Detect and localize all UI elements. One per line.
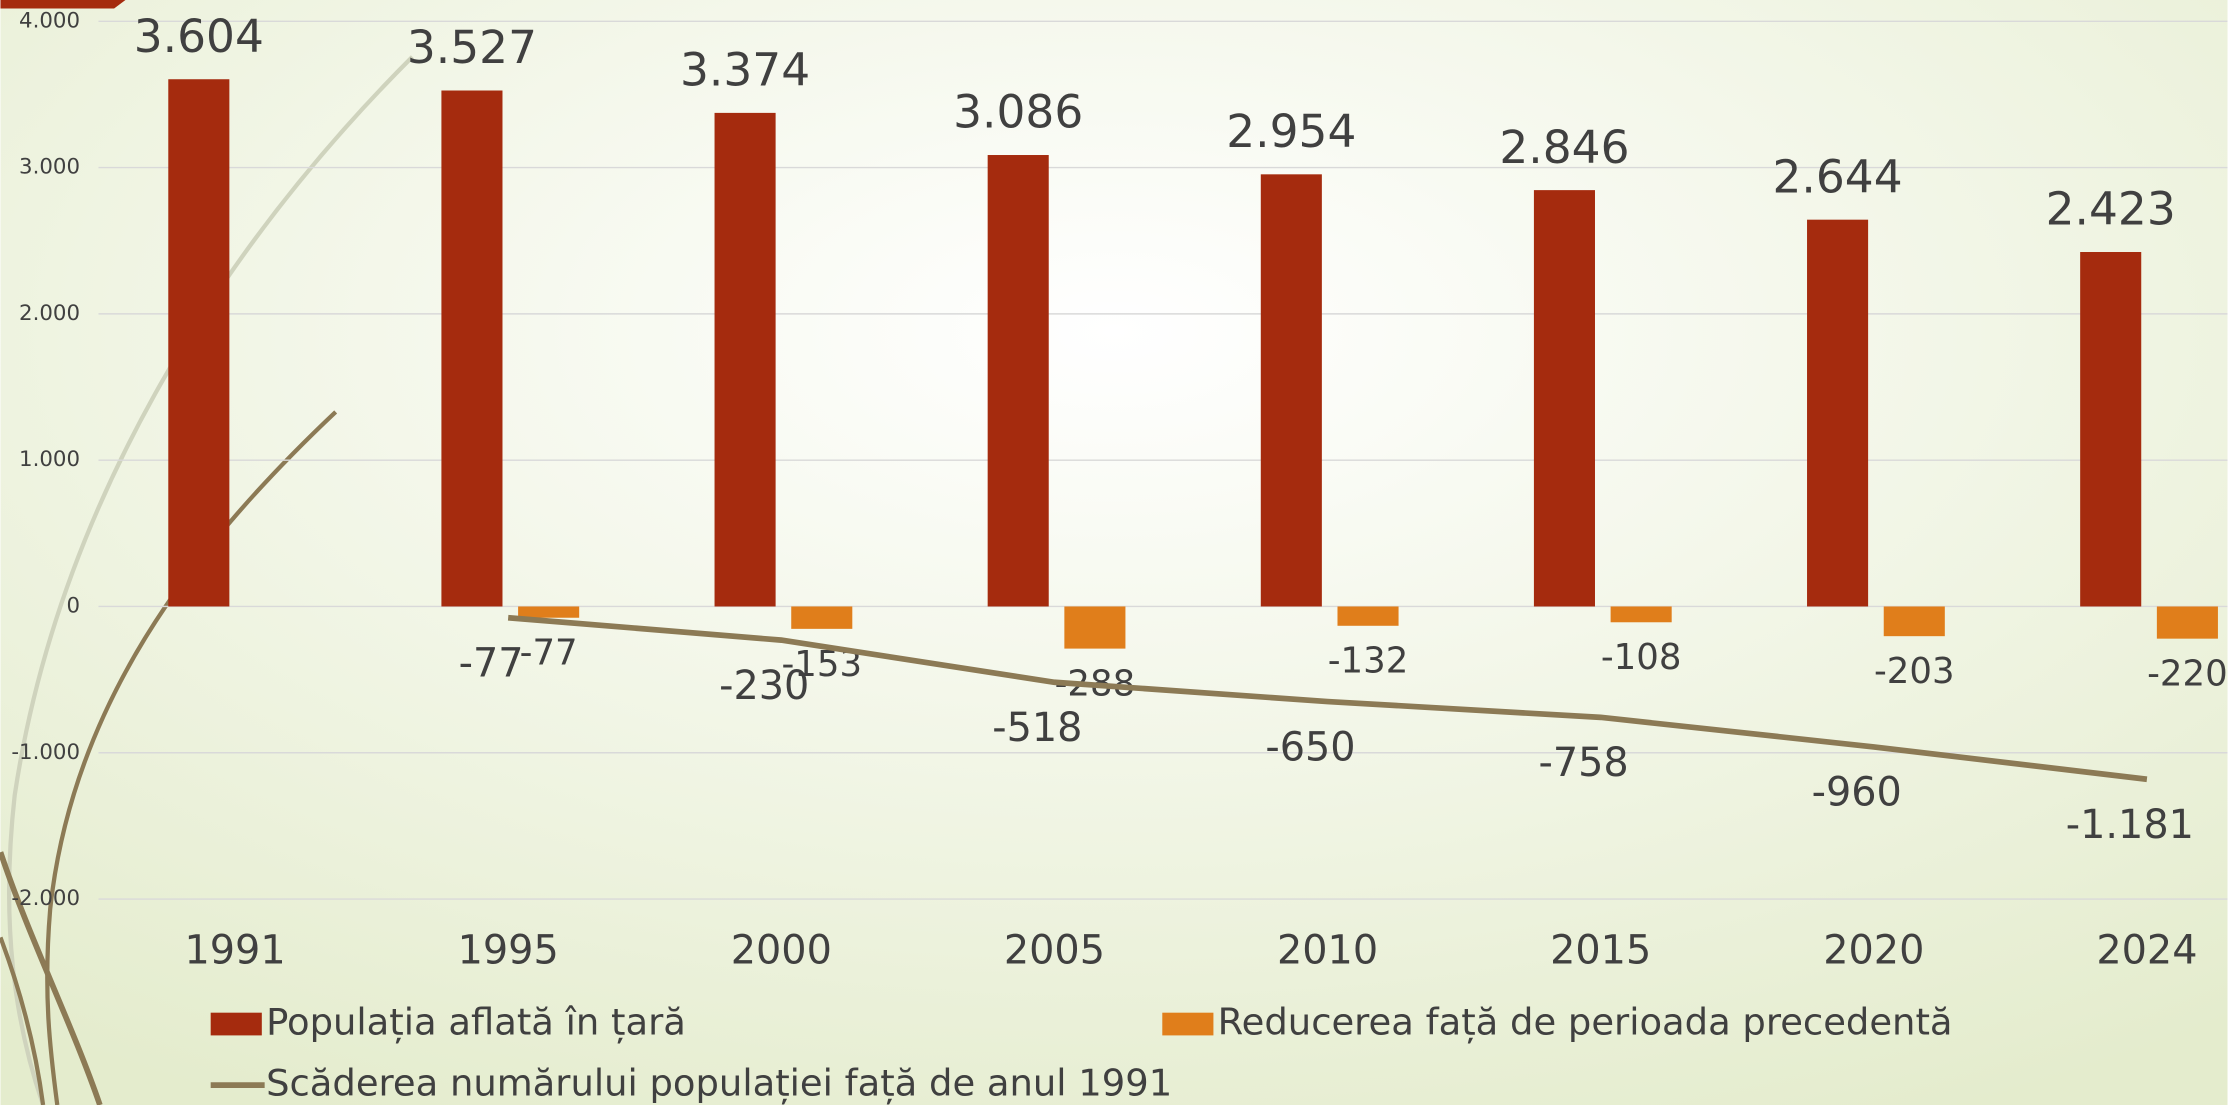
legend-label: Reducerea față de perioada precedentă [1218,1001,1953,1044]
x-tick-label: 2000 [731,928,832,974]
data-label: -220 [2147,654,2228,695]
x-tick-label: 1995 [458,928,559,974]
bar [714,112,776,607]
legend-swatch [210,1012,262,1036]
bar [1883,606,1945,637]
legend-label: Populația aflată în țară [266,1001,686,1044]
y-tick-label: 0 [66,593,80,618]
legend-swatch [1162,1012,1214,1036]
data-label: 2.423 [2046,183,2176,236]
data-label: 3.604 [134,10,264,63]
legend-label: Scăderea numărului populației față de an… [266,1062,1172,1105]
x-tick-label: 2020 [1823,928,1924,974]
data-label: -132 [1328,641,1409,682]
line [507,614,2148,783]
x-tick-label: 2024 [2096,928,2197,974]
data-label: -230 [719,663,809,709]
y-tick-label: 4.000 [19,8,80,33]
data-label: -77 [520,633,578,674]
bar [1064,606,1126,649]
data-label: 3.527 [407,21,537,74]
data-label: 2.954 [1226,105,1356,158]
data-label: 2.846 [1499,121,1629,174]
x-tick-label: 2015 [1550,928,1651,974]
data-label: 3.086 [953,86,1083,139]
data-label: -1.181 [2066,802,2194,848]
y-tick-label: 2.000 [19,301,80,326]
bar [791,606,853,629]
data-label: 2.644 [1773,150,1903,203]
bar [987,155,1049,607]
data-label: -758 [1539,740,1629,786]
bar [1807,219,1869,607]
bar [1260,174,1322,607]
bar [441,90,503,607]
y-tick-label: -1.000 [11,740,80,765]
bar [1337,606,1399,626]
data-label: -518 [992,705,1082,751]
bar [518,606,580,618]
data-label: -650 [1265,724,1355,770]
data-label: -203 [1874,651,1955,692]
bar [168,79,230,607]
y-tick-label: -2.000 [11,886,80,911]
bar [1610,606,1672,623]
y-tick-label: 1.000 [19,447,80,472]
x-tick-label: 1991 [184,928,285,974]
data-label: -77 [459,641,524,687]
data-label: -960 [1812,770,1902,816]
data-label: -108 [1601,637,1682,678]
bar [2156,606,2218,639]
data-label: 3.374 [680,44,810,97]
y-tick-label: 3.000 [19,155,80,180]
bar [1533,190,1595,607]
bar [2080,252,2142,607]
x-tick-label: 2010 [1277,928,1378,974]
x-tick-label: 2005 [1004,928,1105,974]
